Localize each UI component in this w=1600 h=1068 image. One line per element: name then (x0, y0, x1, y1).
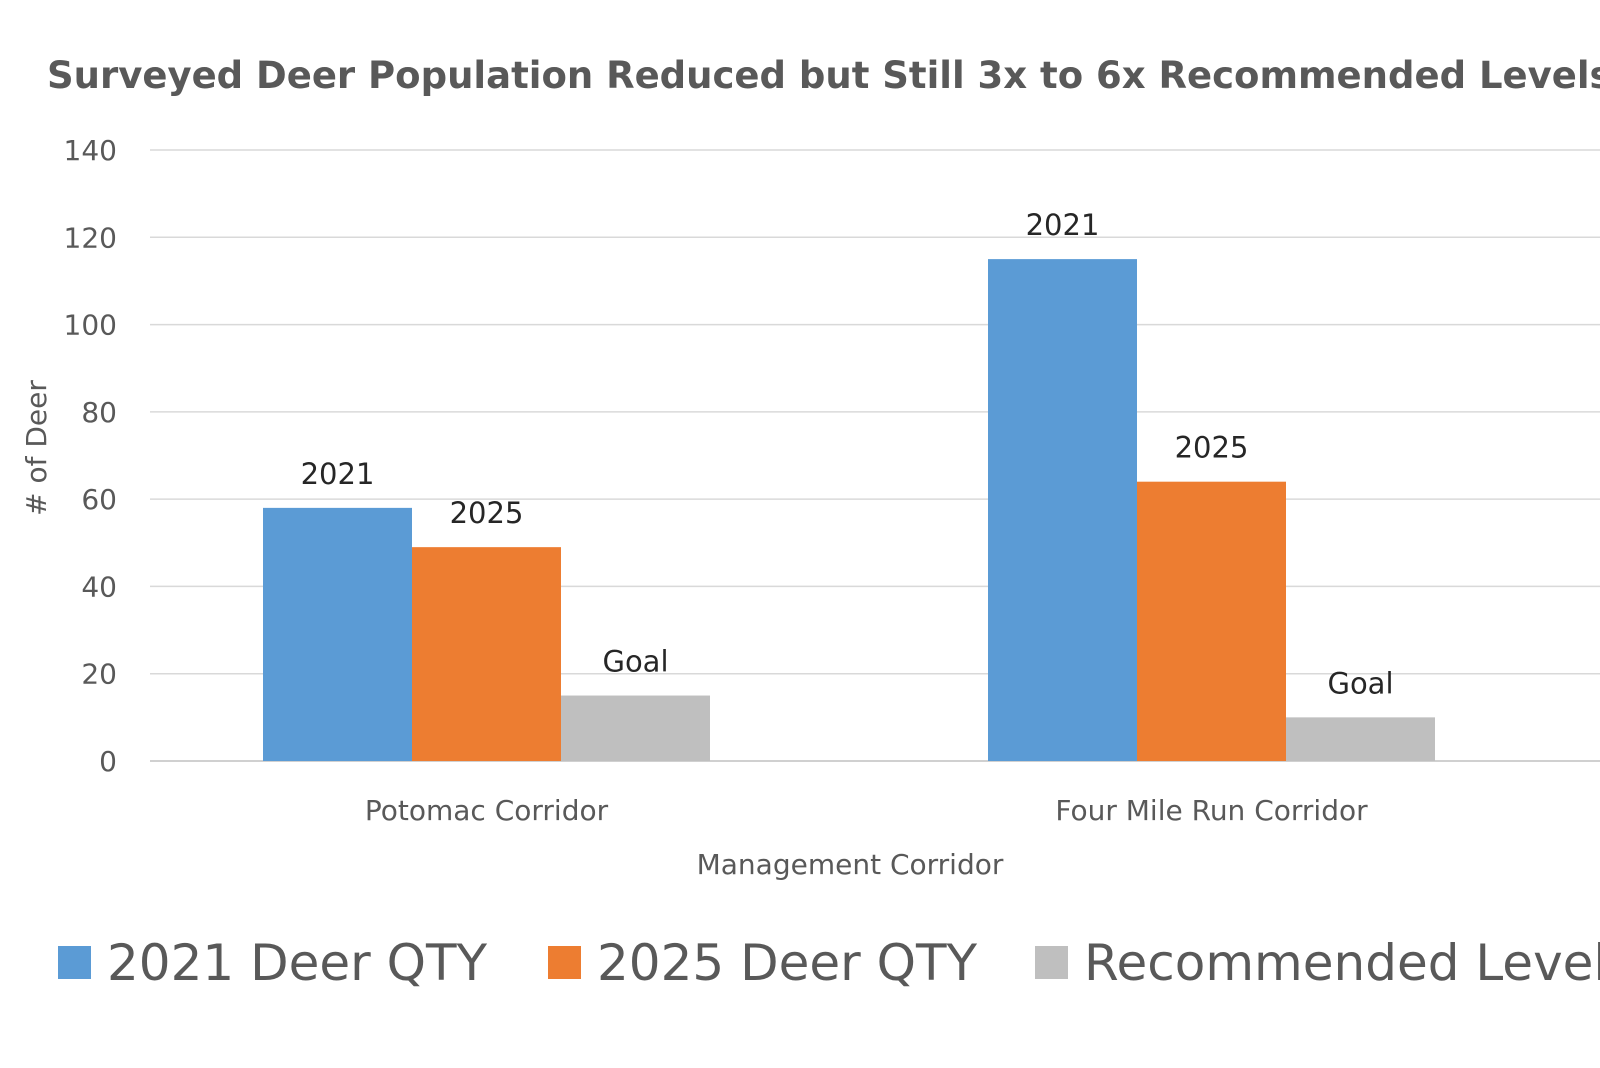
x-category-label: Potomac Corridor (365, 794, 609, 827)
y-tick-label: 120 (64, 221, 117, 254)
bar-2025-deer-qty-0 (412, 547, 561, 761)
bar-2021-deer-qty-0 (263, 507, 412, 761)
bar-recommended-level-0 (561, 695, 710, 761)
y-tick-label: 20 (81, 658, 117, 691)
data-labels: 2021 2025 Goal 2021 2025 Goal (301, 208, 1394, 700)
x-category-label: Four Mile Run Corridor (1055, 794, 1368, 827)
y-tick-label: 100 (64, 309, 117, 342)
legend-label: 2025 Deer QTY (597, 934, 978, 992)
y-tick-label: 40 (81, 570, 117, 603)
y-tick-label: 0 (99, 745, 117, 778)
y-tick-label: 60 (81, 483, 117, 516)
data-label: Goal (602, 645, 668, 679)
legend-label: Recommended Level (1084, 934, 1600, 992)
legend-swatch (1035, 946, 1068, 979)
y-axis-title: # of Deer (20, 380, 53, 516)
data-label: 2021 (1026, 208, 1100, 242)
y-axis-ticks: 0 20 40 60 80 100 120 140 (64, 134, 117, 778)
data-label: 2021 (301, 457, 375, 491)
data-label: 2025 (1175, 431, 1249, 465)
legend: 2021 Deer QTY 2025 Deer QTY Recommended Le… (58, 934, 1600, 992)
data-label: Goal (1327, 666, 1393, 700)
legend-swatch (58, 946, 91, 979)
bar-2025-deer-qty-1 (1137, 481, 1286, 761)
data-label: 2025 (450, 496, 524, 530)
bar-2021-deer-qty-1 (988, 259, 1137, 761)
y-tick-label: 80 (81, 396, 117, 429)
legend-label: 2021 Deer QTY (107, 934, 488, 992)
y-tick-label: 140 (64, 134, 117, 167)
chart-title: Surveyed Deer Population Reduced but Sti… (47, 54, 1600, 97)
x-axis-title: Management Corridor (697, 848, 1004, 881)
bars (263, 259, 1435, 761)
bar-recommended-level-1 (1286, 717, 1435, 761)
legend-swatch (548, 946, 581, 979)
x-axis-categories: Potomac Corridor Four Mile Run Corridor (365, 794, 1368, 827)
